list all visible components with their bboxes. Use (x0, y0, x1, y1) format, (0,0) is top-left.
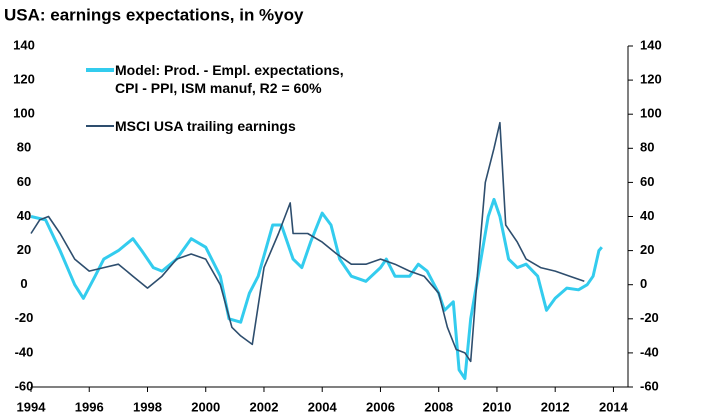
series-line (30, 121, 585, 363)
x-tick-label: 2006 (366, 399, 395, 414)
y-tick-label: 80 (17, 140, 31, 155)
y-tick-label: 20 (17, 242, 31, 257)
y-tick-label: -60 (15, 378, 34, 393)
y-tick-label: 140 (13, 37, 35, 52)
y2-tick-label: 120 (640, 72, 662, 87)
y-tick-label: -40 (15, 344, 34, 359)
x-tick-label: 1996 (75, 399, 104, 414)
legend-label: Model: Prod. - Empl. expectations, CPI -… (115, 62, 344, 96)
y2-tick-label: -20 (640, 310, 659, 325)
x-tick-label: 2008 (424, 399, 453, 414)
y2-tick-label: 40 (640, 208, 654, 223)
x-tick-label: 2010 (482, 399, 511, 414)
y2-tick-label: 140 (640, 37, 662, 52)
y2-tick-label: 60 (640, 174, 654, 189)
x-tick-label: 2000 (191, 399, 220, 414)
chart-title: USA: earnings expectations, in %yoy (4, 5, 304, 24)
y-tick-label: 100 (13, 106, 35, 121)
x-tick-label: 2014 (599, 399, 629, 414)
y-tick-label: 120 (13, 72, 35, 87)
y-tick-label: -20 (15, 310, 34, 325)
y2-tick-label: 20 (640, 242, 654, 257)
y2-tick-label: -40 (640, 344, 659, 359)
y2-tick-label: 100 (640, 106, 662, 121)
y-tick-label: 60 (17, 174, 31, 189)
y2-tick-label: 0 (640, 276, 647, 291)
legend-label: MSCI USA trailing earnings (115, 118, 296, 134)
y2-tick-label: 80 (640, 140, 654, 155)
y2-tick-label: -60 (640, 378, 659, 393)
series-line (30, 197, 603, 380)
y-tick-label: 40 (17, 208, 31, 223)
x-tick-label: 2002 (250, 399, 279, 414)
x-tick-label: 1994 (17, 399, 47, 414)
x-tick-label: 1998 (133, 399, 162, 414)
x-tick-label: 2012 (541, 399, 570, 414)
y-tick-label: 0 (20, 276, 27, 291)
x-tick-label: 2004 (308, 399, 338, 414)
